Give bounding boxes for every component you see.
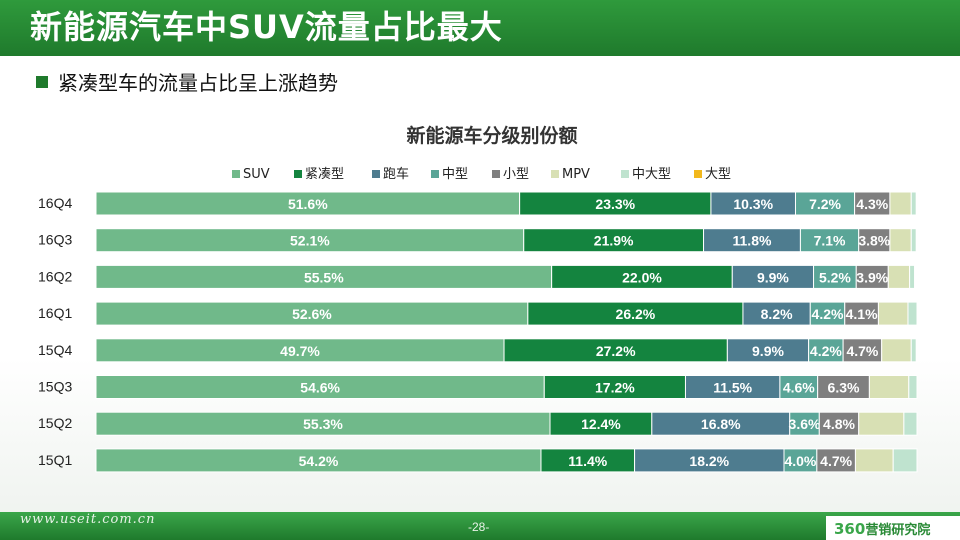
legend-swatch (694, 170, 702, 178)
data-label: 4.3% (856, 196, 888, 212)
legend-swatch (372, 170, 380, 178)
data-label: 11.4% (568, 453, 607, 469)
chart-rows: 16Q4 51.6% 23.3% 10.3% 7.2% 4.3% 16Q3 52.1% 21.9… (38, 191, 918, 473)
bar-segment (910, 228, 917, 253)
category-label: 16Q2 (38, 268, 72, 284)
bar-segment (868, 375, 910, 399)
data-label: 11.8% (733, 233, 772, 249)
stacked-bar-chart: 新能源车分级别份额 SUV 紧凑型 跑车 中型 小型 MPV 中大型 大型 16Q4 51.6%… (38, 124, 918, 473)
data-label: 4.8% (823, 416, 855, 432)
footer-bar (0, 512, 960, 540)
bar-segment (858, 411, 905, 436)
legend-swatch (431, 170, 439, 178)
data-label: 54.2% (299, 453, 339, 469)
title-bar: 新能源汽车中SUV流量占比最大 (0, 0, 960, 56)
data-label: 26.2% (616, 306, 656, 322)
category-label: 16Q4 (38, 195, 72, 211)
bar-segment (907, 301, 918, 326)
bar-segment (889, 191, 912, 216)
data-label: 12.4% (581, 416, 621, 432)
data-label: 17.2% (595, 380, 635, 396)
legend-label: 跑车 (383, 166, 409, 182)
legend-swatch (621, 170, 629, 178)
legend-label: 大型 (705, 167, 731, 182)
legend-label: SUV (243, 167, 270, 182)
data-label: 4.7% (820, 453, 852, 469)
data-label: 27.2% (596, 343, 636, 359)
bar-segment (910, 191, 917, 216)
category-label: 15Q2 (38, 415, 72, 431)
legend-swatch (492, 170, 500, 178)
chart-legend: SUV 紧凑型 跑车 中型 小型 MPV 中大型 大型 (232, 166, 731, 182)
data-label: 16.8% (701, 416, 741, 432)
legend-label: 中大型 (632, 167, 671, 182)
page-number: -28- (468, 520, 490, 534)
data-label: 4.7% (846, 343, 878, 359)
data-label: 52.6% (292, 306, 332, 322)
category-label: 16Q1 (38, 305, 72, 321)
data-label: 3.8% (858, 233, 890, 249)
data-label: 54.6% (300, 380, 340, 396)
legend-label: 紧凑型 (305, 167, 344, 182)
logo-number: 360 (834, 520, 866, 538)
legend-swatch (551, 170, 559, 178)
footer-url: www.useit.com.cn (20, 512, 156, 527)
data-label: 7.2% (809, 196, 841, 212)
legend-swatch (232, 170, 240, 178)
logo: 360营销研究院 (834, 519, 930, 538)
data-label: 4.2% (810, 343, 842, 359)
data-label: 52.1% (290, 233, 330, 249)
data-label: 23.3% (595, 196, 635, 212)
bar-segment (881, 338, 912, 363)
legend-label: 中型 (442, 167, 468, 182)
data-label: 18.2% (689, 453, 729, 469)
category-label: 15Q4 (38, 342, 72, 358)
data-label: 55.3% (303, 416, 343, 432)
bar-segment (903, 411, 918, 436)
bar-segment (908, 375, 918, 399)
legend-swatch (294, 170, 302, 178)
category-label: 16Q3 (38, 232, 72, 248)
data-label: 55.5% (304, 269, 344, 285)
category-label: 15Q1 (38, 452, 72, 468)
data-label: 7.1% (814, 233, 846, 249)
page-title: 新能源汽车中SUV流量占比最大 (30, 8, 503, 46)
bar-segment (887, 264, 911, 289)
data-label: 11.5% (713, 380, 752, 396)
bar-segment (877, 301, 909, 326)
logo-text: 营销研究院 (865, 523, 931, 538)
bar-segment (909, 264, 916, 289)
bar-segment (910, 338, 917, 363)
data-label: 4.1% (846, 306, 878, 322)
data-label: 3.6% (789, 416, 821, 432)
legend-label: MPV (562, 167, 590, 182)
data-label: 4.2% (812, 306, 844, 322)
bar-segment (889, 228, 912, 253)
bullet-text: 紧凑型车的流量占比呈上涨趋势 (58, 71, 338, 95)
bar-segment (854, 448, 894, 473)
data-label: 4.6% (783, 380, 815, 396)
data-label: 22.0% (622, 269, 662, 285)
data-label: 4.0% (784, 453, 816, 469)
data-label: 51.6% (288, 196, 328, 212)
legend-label: 小型 (503, 167, 529, 182)
chart-title: 新能源车分级别份额 (406, 124, 577, 147)
data-label: 9.9% (752, 343, 784, 359)
data-label: 21.9% (594, 233, 634, 249)
data-label: 5.2% (819, 269, 851, 285)
data-label: 6.3% (828, 380, 860, 396)
data-label: 3.9% (856, 269, 888, 285)
category-label: 15Q3 (38, 379, 72, 395)
data-label: 49.7% (280, 343, 320, 359)
logo-background (826, 516, 960, 540)
data-label: 10.3% (733, 196, 773, 212)
data-label: 8.2% (761, 306, 793, 322)
data-label: 9.9% (757, 269, 789, 285)
bullet-square-icon (36, 76, 48, 88)
bar-segment (892, 448, 918, 473)
